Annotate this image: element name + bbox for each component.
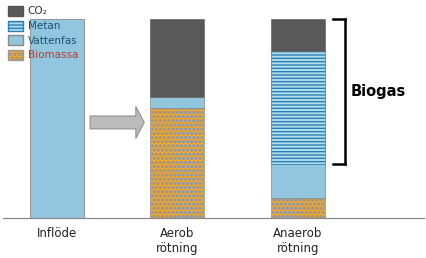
Polygon shape [90, 107, 144, 138]
Bar [270, 164, 324, 198]
Bar [270, 51, 324, 164]
Bar [270, 19, 324, 51]
Legend: CO₂, Metan, Vattenfas, Biomassa: CO₂, Metan, Vattenfas, Biomassa [8, 6, 78, 60]
Bar [30, 19, 84, 218]
Bar [150, 96, 204, 109]
Text: Biogas: Biogas [349, 84, 404, 99]
Bar [270, 198, 324, 218]
Bar [150, 19, 204, 96]
Bar [150, 109, 204, 218]
